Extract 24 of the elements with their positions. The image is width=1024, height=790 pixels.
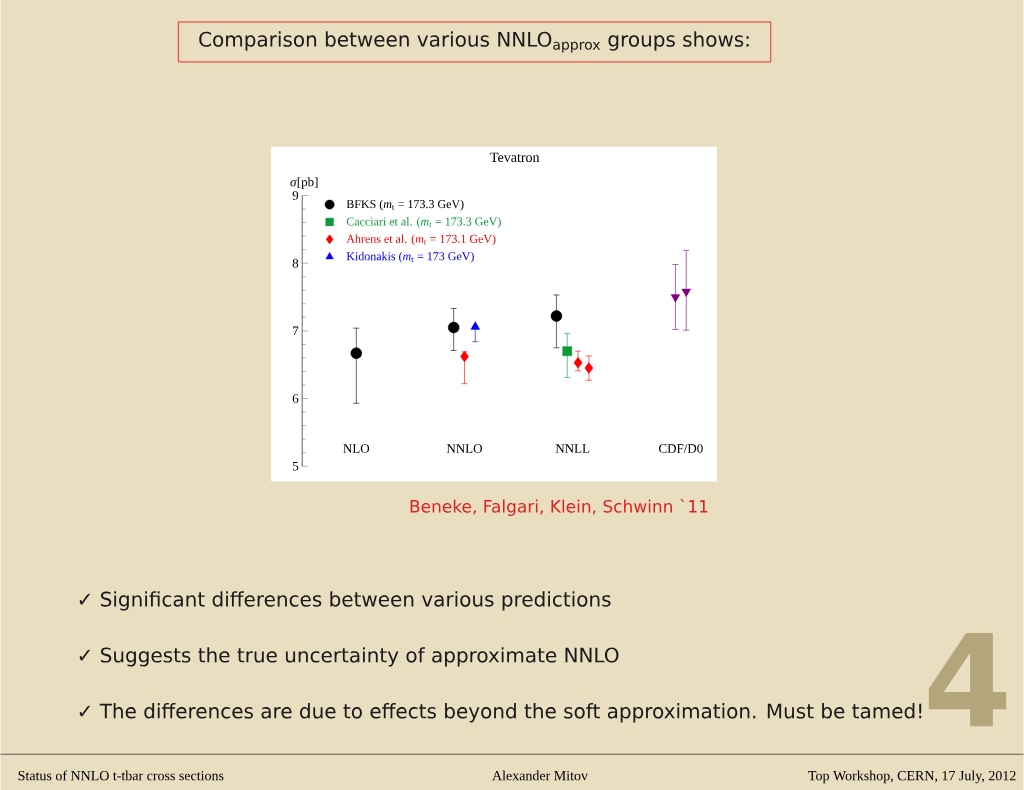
chart-subtitle: Tevatron	[490, 152, 540, 162]
y-tick-label: 6	[292, 394, 299, 403]
text: Status of NNLO t-tbar cross sections	[18, 770, 224, 781]
y-tick-label: 9	[292, 191, 299, 200]
text: ✓ Suggests the true uncertainty of approximate NNLO	[79, 647, 619, 667]
legend-label: Ahrens et al. (m$_{t}$ = 173.1 GeV)	[346, 234, 496, 246]
legend-label: Kidonakis (m$_{t}$ = 173 GeV)	[346, 251, 474, 263]
y-tick-label: 7	[293, 326, 299, 336]
y-tick-label: 8	[292, 258, 299, 268]
text: ✓ The differences are due to effects beyond the soft approximation. Must be tamed!	[79, 702, 922, 723]
x-tick-label: NNLL	[555, 444, 590, 453]
x-tick-label: NNLO	[446, 444, 482, 453]
chart-title: Comparison between various NNLO$_{approx}$ groups shows:	[199, 31, 749, 53]
x-tick-label: NLO	[343, 444, 370, 453]
legend-label: Cacciari et al. (m$_{t}$ = 173.3 GeV)	[346, 216, 501, 228]
text: Beneke, Falgari, Klein, Schwinn `11	[410, 498, 708, 516]
text: 4	[928, 632, 1007, 727]
x-tick-label: CDF/D0	[659, 444, 703, 453]
text: ✓ Significant differences between various predictions	[79, 591, 611, 611]
legend-label: BFKS (m$_{t}$ = 173.3 GeV)	[346, 199, 464, 211]
y-tick-label: 5	[292, 461, 299, 471]
y-axis-title: σ[pb]	[290, 177, 318, 189]
text: Alexander Mitov	[492, 770, 588, 781]
text: Top Workshop, CERN, 17 July, 2012	[808, 770, 1016, 784]
